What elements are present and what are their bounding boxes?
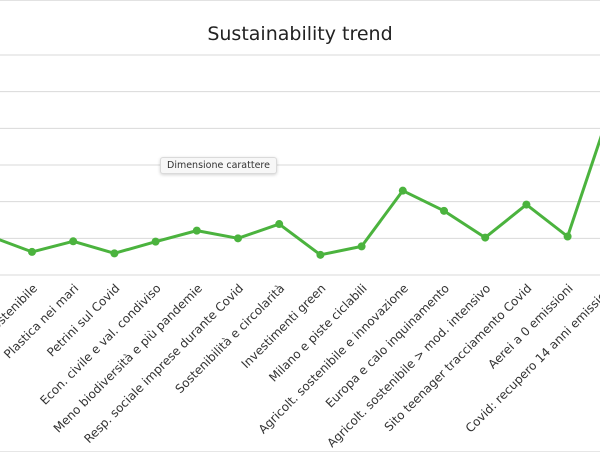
font-size-tooltip: Dimensione carattere: [160, 157, 277, 174]
data-point[interactable]: [316, 250, 325, 259]
data-point[interactable]: [357, 242, 366, 251]
data-point[interactable]: [28, 247, 36, 256]
data-point[interactable]: [398, 186, 407, 195]
data-point[interactable]: [522, 200, 531, 209]
data-point[interactable]: [563, 232, 572, 241]
data-point[interactable]: [151, 237, 160, 246]
data-point[interactable]: [110, 249, 119, 258]
bottom-divider: [0, 451, 600, 452]
x-tick-label: Agricolt. sostenibile e innovazione: [256, 281, 411, 436]
data-point[interactable]: [481, 233, 490, 242]
data-point[interactable]: [234, 234, 242, 243]
data-point[interactable]: [440, 206, 448, 215]
x-tick-label: Meno biodiversità e più pandemie: [51, 281, 205, 435]
x-tick-label: Sito teenager tracciamento Covid: [382, 281, 535, 434]
data-point[interactable]: [275, 220, 284, 229]
series-line: [0, 135, 600, 257]
gridlines: [0, 54, 600, 276]
series-line-layer: [0, 135, 600, 257]
data-points: [28, 186, 572, 259]
data-point[interactable]: [192, 226, 201, 235]
x-axis-tick-labels: ... più vetro... d econ. sostenibilePlas…: [0, 281, 600, 450]
x-tick-label: Plastica nei mari: [1, 281, 81, 361]
chart-title: Sustainability trend: [207, 23, 393, 45]
data-point[interactable]: [69, 237, 78, 246]
x-tick-label: Covid: recupero 14 anni emissioni: [463, 281, 600, 435]
x-tick-label: Petrini sul Covid: [44, 281, 122, 359]
